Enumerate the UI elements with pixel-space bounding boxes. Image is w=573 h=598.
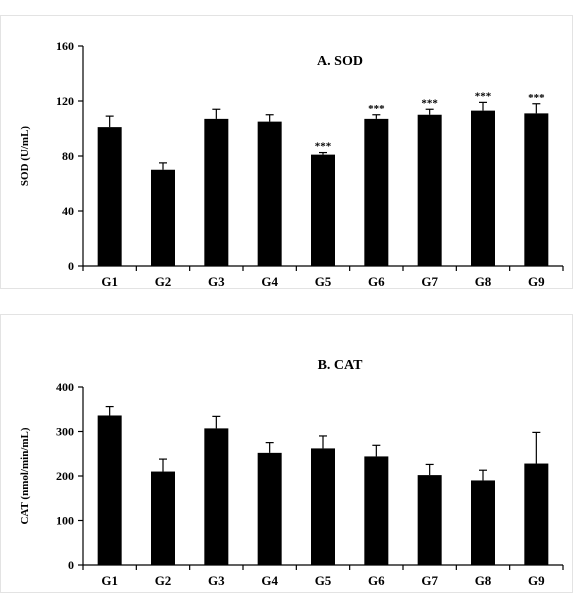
significance-marker: ***	[368, 103, 385, 115]
significance-marker: ***	[315, 141, 332, 153]
bar-g9	[524, 113, 549, 266]
bar-g7	[417, 475, 442, 565]
category-label-g4: G4	[261, 573, 278, 588]
bar-g8	[471, 110, 495, 266]
y-tick-label: 400	[56, 380, 74, 394]
bar-g1	[97, 415, 122, 565]
category-label-g9: G9	[528, 274, 545, 289]
category-label-g7: G7	[421, 573, 438, 588]
category-label-g2: G2	[155, 274, 172, 289]
bar-g2	[151, 471, 175, 565]
bar-g4	[257, 121, 282, 266]
cat-chart: B. CAT CAT (nmol/min/mL) 0 100 200 300 400 G1 G2…	[0, 314, 573, 593]
y-tick-label: 160	[56, 39, 74, 53]
category-label-g3: G3	[208, 274, 225, 289]
y-tick-label: 40	[62, 204, 74, 218]
category-label-g6: G6	[368, 274, 385, 289]
category-label-g9: G9	[528, 573, 545, 588]
category-label-g1: G1	[101, 274, 118, 289]
category-label-g7: G7	[421, 274, 438, 289]
y-axis-label: CAT (nmol/min/mL)	[19, 427, 31, 524]
significance-marker: ***	[528, 92, 545, 104]
bar-g7	[417, 114, 442, 266]
y-tick-label: 80	[62, 149, 74, 163]
category-label-g6: G6	[368, 573, 385, 588]
bar-g6	[364, 118, 389, 266]
category-label-g5: G5	[315, 274, 332, 289]
bar-g4	[257, 452, 282, 565]
bar-g5	[311, 448, 335, 565]
bar-g6	[364, 456, 389, 565]
bar-g3	[204, 118, 229, 266]
bar-g9	[524, 463, 549, 565]
category-label-g5: G5	[315, 573, 332, 588]
significance-marker: ***	[421, 97, 438, 109]
category-label-g8: G8	[475, 573, 492, 588]
bar-g2	[151, 169, 175, 266]
bar-g3	[204, 428, 229, 565]
y-axis-label: SOD (U/mL)	[19, 126, 31, 187]
chart-title: A. SOD	[317, 54, 363, 69]
y-tick-label: 100	[56, 514, 74, 528]
chart-title: B. CAT	[318, 358, 364, 373]
y-tick-label: 300	[56, 425, 74, 439]
y-tick-label: 200	[56, 469, 74, 483]
bar-g1	[97, 127, 122, 266]
bar-g8	[471, 480, 495, 565]
sod-chart-panel: A. SOD SOD (U/mL) 0 40 80 120 160 G1 G2 G3 G4 *** G5…	[0, 0, 573, 296]
bar-g5	[311, 154, 335, 266]
sod-chart: A. SOD SOD (U/mL) 0 40 80 120 160 G1 G2 G3 G4 *** G5…	[0, 15, 573, 289]
cat-chart-panel: B. CAT CAT (nmol/min/mL) 0 100 200 300 400 G1 G2…	[0, 297, 573, 593]
category-label-g3: G3	[208, 573, 225, 588]
category-label-g2: G2	[155, 573, 172, 588]
category-label-g1: G1	[101, 573, 118, 588]
significance-marker: ***	[475, 90, 492, 102]
y-tick-label: 120	[56, 94, 74, 108]
y-tick-label: 0	[68, 558, 74, 572]
y-tick-label: 0	[68, 259, 74, 273]
category-label-g4: G4	[261, 274, 278, 289]
category-label-g8: G8	[475, 274, 492, 289]
